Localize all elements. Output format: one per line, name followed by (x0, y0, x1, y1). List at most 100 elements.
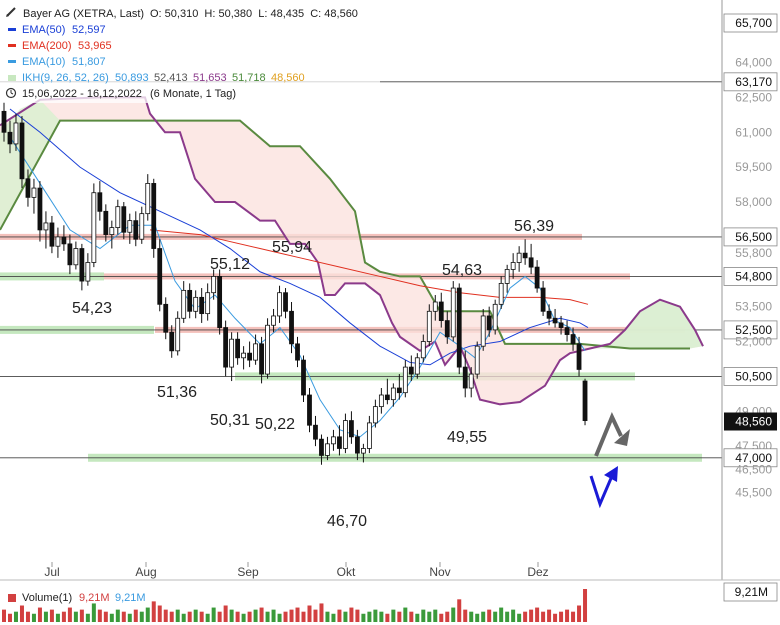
volume-bar (205, 613, 210, 622)
candle-body (271, 315, 276, 326)
volume-bar (247, 611, 252, 622)
candle-body (97, 192, 103, 212)
candle-body (468, 373, 474, 389)
candle (307, 388, 312, 433)
price-annotation: 54,63 (442, 262, 482, 279)
candle (468, 367, 474, 398)
level-price-box (723, 13, 778, 33)
candle-body (7, 131, 13, 145)
candle-body (576, 343, 582, 370)
candle (55, 227, 61, 258)
volume-bar (517, 613, 522, 622)
volume-bar (445, 611, 450, 622)
candle (187, 283, 193, 319)
volume-bar (31, 613, 36, 622)
candle-body (277, 292, 282, 317)
candle (474, 341, 480, 379)
candle-body (313, 424, 318, 440)
ema200-label: EMA(200) (22, 40, 72, 52)
candle-body (133, 220, 139, 240)
volume-label: Volume(1) (22, 592, 72, 604)
volume-bar (463, 609, 468, 622)
volume-bar (85, 613, 90, 622)
candle (25, 169, 31, 207)
candle-body (91, 192, 97, 263)
candle-body (534, 266, 540, 289)
volume-bar (19, 605, 24, 622)
candle (61, 225, 67, 251)
volume-bar (577, 605, 582, 622)
price-tick-label: 53,500 (735, 300, 772, 314)
ikh-swatch (8, 75, 16, 81)
candle-body (199, 296, 205, 315)
volume-bar (121, 611, 126, 622)
price-annotation: 49,55 (447, 429, 487, 446)
volume-bar (565, 609, 570, 622)
volume-bar (361, 613, 366, 622)
candle-body (319, 438, 324, 456)
price-annotation: 54,23 (72, 300, 112, 317)
volume-bar (511, 609, 516, 622)
candle (486, 306, 492, 337)
candle-body (570, 334, 576, 345)
candle (271, 308, 276, 333)
candle-body (564, 327, 570, 335)
ema10-line (9, 136, 586, 438)
candle (564, 320, 570, 342)
pencil-icon[interactable] (6, 7, 16, 17)
volume-bar (277, 613, 282, 622)
price-tick-label: 45,500 (735, 486, 772, 500)
volume-bar (97, 609, 102, 622)
candle-body (420, 341, 426, 359)
candle-body (115, 206, 121, 229)
candle-body (289, 310, 294, 345)
volume-bar (529, 609, 534, 622)
volume-bar (481, 611, 486, 622)
candle (115, 199, 121, 235)
candle (241, 346, 247, 370)
candle-body (582, 380, 588, 421)
candle (37, 181, 43, 242)
candle-body (127, 220, 133, 233)
candle (313, 415, 318, 447)
volume-bar (457, 599, 462, 622)
volume-bar (145, 607, 150, 622)
candle-body (396, 387, 402, 394)
candle-body (558, 322, 564, 328)
time-tick-label: Dez (527, 565, 548, 579)
candle (265, 318, 270, 379)
volume-bar (451, 607, 456, 622)
volume-bar (415, 613, 420, 622)
volume-bar (193, 609, 198, 622)
volume-bar (343, 611, 348, 622)
candle (283, 288, 288, 319)
senkou-span-b (0, 96, 704, 406)
price-annotation: 55,94 (272, 239, 312, 256)
candle (229, 332, 235, 382)
chart-legend: Bayer AG (XETRA, Last) O: 50,310 H: 50,3… (0, 3, 380, 103)
price-annotation: 46,70 (327, 513, 367, 530)
ema200-swatch (8, 44, 16, 47)
candle (319, 434, 324, 465)
ema10-label: EMA(10) (22, 56, 65, 68)
candle (331, 429, 336, 451)
candle (504, 264, 510, 293)
volume-bar (373, 609, 378, 622)
candle (217, 269, 223, 335)
candle-body (349, 420, 354, 438)
price-annotation: 50,22 (255, 416, 295, 433)
ema10-value: 51,807 (72, 56, 106, 68)
candle (127, 213, 133, 244)
volume-bar (115, 609, 120, 622)
volume-bar (139, 611, 144, 622)
candle-body (480, 315, 486, 347)
volume-bar (523, 611, 528, 622)
candle (139, 206, 145, 244)
time-tick-label: Jul (44, 565, 59, 579)
candle-body (169, 331, 175, 352)
volume-bar (217, 611, 222, 622)
volume-bar (505, 611, 510, 622)
candle (582, 378, 588, 426)
candle (360, 443, 366, 463)
candle-body (432, 301, 438, 312)
